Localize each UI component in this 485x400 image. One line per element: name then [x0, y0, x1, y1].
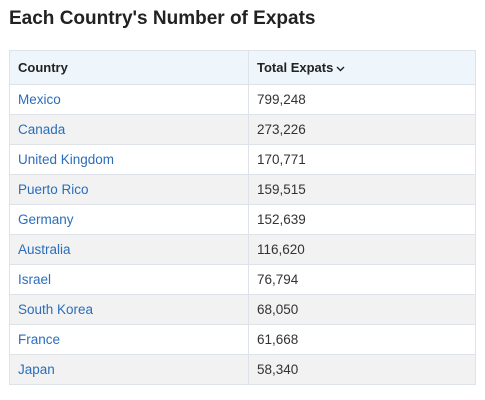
- expats-cell: 170,771: [248, 144, 476, 175]
- expats-table: Country Total Expats Mexico 799,248 Canada…: [9, 50, 476, 385]
- page-title: Each Country's Number of Expats: [9, 8, 316, 29]
- table-row: Japan 58,340: [9, 354, 476, 385]
- table-head: Country Total Expats: [9, 50, 476, 85]
- table-row: Australia 116,620: [9, 234, 476, 265]
- country-cell[interactable]: South Korea: [9, 294, 249, 325]
- expats-cell: 159,515: [248, 174, 476, 205]
- expats-cell: 61,668: [248, 324, 476, 355]
- header-row: Country Total Expats: [9, 50, 476, 85]
- country-cell[interactable]: Australia: [9, 234, 249, 265]
- country-cell[interactable]: Puerto Rico: [9, 174, 249, 205]
- expats-cell: 273,226: [248, 114, 476, 145]
- expats-cell: 76,794: [248, 264, 476, 295]
- expats-cell: 152,639: [248, 204, 476, 235]
- table-row: South Korea 68,050: [9, 294, 476, 325]
- expats-cell: 799,248: [248, 84, 476, 115]
- table-row: Germany 152,639: [9, 204, 476, 235]
- table-row: Israel 76,794: [9, 264, 476, 295]
- header-text: Total Expats: [257, 60, 334, 75]
- expats-cell: 68,050: [248, 294, 476, 325]
- table-row: Puerto Rico 159,515: [9, 174, 476, 205]
- expats-cell: 116,620: [248, 234, 476, 265]
- header-text: Country: [18, 60, 68, 75]
- country-cell[interactable]: United Kingdom: [9, 144, 249, 175]
- table-row: Canada 273,226: [9, 114, 476, 145]
- table-row: United Kingdom 170,771: [9, 144, 476, 175]
- country-cell[interactable]: Israel: [9, 264, 249, 295]
- column-header[interactable]: Country: [9, 50, 249, 85]
- table-row: France 61,668: [9, 324, 476, 355]
- column-header[interactable]: Total Expats: [248, 50, 476, 85]
- table-body: Mexico 799,248 Canada 273,226 United Kingdom…: [9, 84, 476, 385]
- sort-icon[interactable]: [336, 66, 345, 72]
- country-cell[interactable]: Japan: [9, 354, 249, 385]
- expats-cell: 58,340: [248, 354, 476, 385]
- country-cell[interactable]: Mexico: [9, 84, 249, 115]
- table-row: Mexico 799,248: [9, 84, 476, 115]
- country-cell[interactable]: Germany: [9, 204, 249, 235]
- country-cell[interactable]: Canada: [9, 114, 249, 145]
- country-cell[interactable]: France: [9, 324, 249, 355]
